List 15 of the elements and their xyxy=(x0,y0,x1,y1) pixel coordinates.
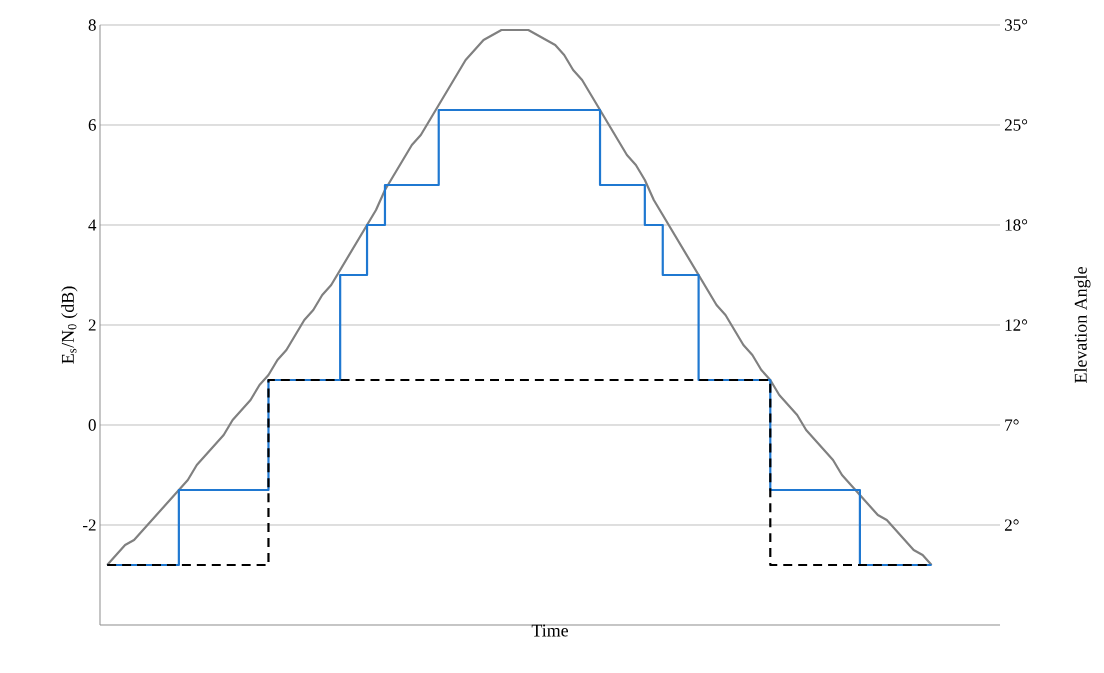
y-tick-label: -2 xyxy=(83,519,96,531)
y-tick-label: 4 xyxy=(88,219,97,231)
text: Elevation Angle xyxy=(1074,267,1091,383)
y-tick-label: 6 xyxy=(88,119,96,131)
y-tick-label: 8 xyxy=(88,19,96,31)
text: 12° xyxy=(1005,319,1028,331)
text: 2° xyxy=(1004,519,1019,531)
text: 35° xyxy=(1005,19,1028,31)
x-axis-title: Time xyxy=(531,624,569,637)
y-tick-label: 0 xyxy=(88,419,96,431)
y-axis-title: E$_{s}$/N$_{0}$ (dB) xyxy=(61,286,78,364)
y-tick-label: 2 xyxy=(88,319,96,331)
text: 25° xyxy=(1004,119,1028,131)
text: 18° xyxy=(1005,219,1028,231)
text: 7° xyxy=(1005,419,1019,431)
